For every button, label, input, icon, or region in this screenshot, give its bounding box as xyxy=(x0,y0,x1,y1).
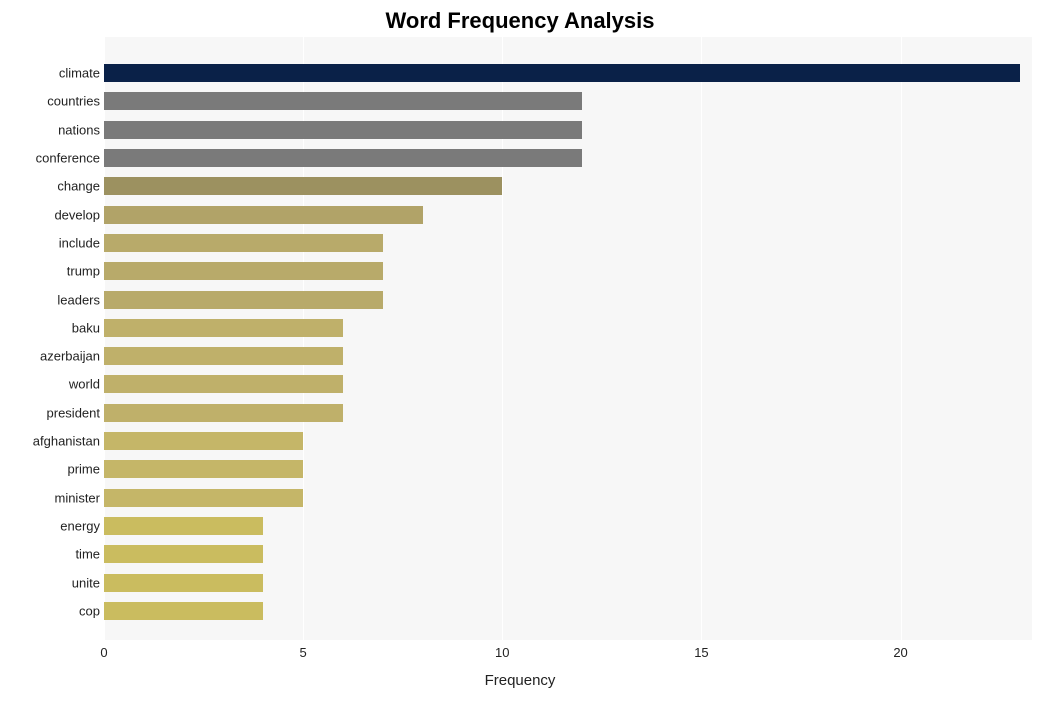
y-tick-label: nations xyxy=(58,122,100,137)
y-tick-label: include xyxy=(59,235,100,250)
x-tick-label: 0 xyxy=(100,645,107,660)
bar xyxy=(104,517,263,535)
bar xyxy=(104,262,383,280)
y-tick-label: baku xyxy=(72,320,100,335)
gridline xyxy=(701,37,702,640)
x-tick-label: 15 xyxy=(694,645,708,660)
y-tick-label: trump xyxy=(67,264,100,279)
y-tick-label: energy xyxy=(60,518,100,533)
bar xyxy=(104,432,303,450)
y-tick-label: develop xyxy=(54,207,100,222)
y-tick-label: leaders xyxy=(57,292,100,307)
bar xyxy=(104,291,383,309)
plot-area xyxy=(104,37,1032,640)
x-tick-label: 10 xyxy=(495,645,509,660)
bar xyxy=(104,404,343,422)
gridline xyxy=(901,37,902,640)
y-tick-label: president xyxy=(47,405,100,420)
y-tick-label: cop xyxy=(79,603,100,618)
bar xyxy=(104,64,1020,82)
bar xyxy=(104,489,303,507)
bar xyxy=(104,234,383,252)
y-tick-label: change xyxy=(57,179,100,194)
y-tick-label: minister xyxy=(54,490,100,505)
bar xyxy=(104,121,582,139)
y-tick-label: prime xyxy=(67,462,100,477)
bar xyxy=(104,347,343,365)
bar xyxy=(104,149,582,167)
y-tick-label: unite xyxy=(72,575,100,590)
y-tick-label: countries xyxy=(47,94,100,109)
bar xyxy=(104,375,343,393)
word-frequency-chart: Word Frequency Analysis Frequency 0 5 10 15… xyxy=(0,0,1040,701)
y-tick-label: afghanistan xyxy=(33,434,100,449)
y-tick-label: conference xyxy=(36,151,100,166)
bar xyxy=(104,92,582,110)
bar xyxy=(104,602,263,620)
y-tick-label: world xyxy=(69,377,100,392)
bar xyxy=(104,206,423,224)
bar xyxy=(104,545,263,563)
chart-title: Word Frequency Analysis xyxy=(0,8,1040,34)
bar xyxy=(104,177,502,195)
x-tick-label: 20 xyxy=(893,645,907,660)
bar xyxy=(104,319,343,337)
x-tick-label: 5 xyxy=(300,645,307,660)
y-tick-label: azerbaijan xyxy=(40,349,100,364)
bar xyxy=(104,460,303,478)
bar xyxy=(104,574,263,592)
y-tick-label: time xyxy=(75,547,100,562)
x-axis-label: Frequency xyxy=(0,672,1040,689)
y-tick-label: climate xyxy=(59,66,100,81)
